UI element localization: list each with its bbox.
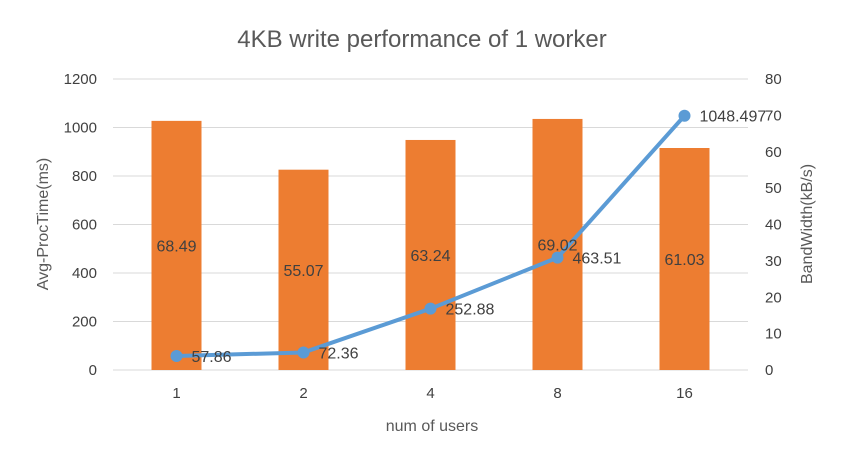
line-data-label: 57.86 <box>192 349 232 366</box>
left-axis-ticks: 0 200 400 600 800 1000 1200 <box>64 71 97 379</box>
x-axis-ticks: 1 2 4 8 16 <box>172 385 693 402</box>
line-data-label: 463.51 <box>573 251 622 268</box>
left-tick-label: 0 <box>89 362 97 379</box>
left-tick-label: 1000 <box>64 120 97 137</box>
right-axis-label: BandWidth(kB/s) <box>799 164 816 284</box>
chart-title: 4KB write performance of 1 worker <box>237 26 606 53</box>
right-axis-ticks: 0 10 20 30 40 50 60 70 80 <box>765 71 782 379</box>
left-tick-label: 400 <box>72 265 97 282</box>
right-tick-label: 0 <box>765 362 773 379</box>
right-tick-label: 10 <box>765 326 782 343</box>
line-point <box>424 302 437 315</box>
x-axis-label: num of users <box>386 418 478 435</box>
right-tick-label: 60 <box>765 144 782 161</box>
left-tick-label: 200 <box>72 314 97 331</box>
line-point <box>170 349 183 362</box>
line-point <box>297 346 310 359</box>
line-data-label: 1048.497 <box>700 109 767 126</box>
bar <box>151 120 202 371</box>
right-tick-label: 30 <box>765 253 782 270</box>
bar-data-label: 61.03 <box>664 252 704 269</box>
bar <box>405 139 456 370</box>
x-tick-label: 2 <box>299 385 307 402</box>
x-tick-label: 8 <box>553 385 561 402</box>
data-labels: 68.49 55.07 63.24 69.02 61.03 57.86 72.36 252.8… <box>156 109 766 366</box>
line-data-label: 72.36 <box>319 345 359 362</box>
bar <box>532 118 583 370</box>
line-data-label: 252.88 <box>446 302 495 319</box>
right-tick-label: 80 <box>765 71 782 88</box>
x-tick-label: 16 <box>676 385 693 402</box>
right-tick-label: 70 <box>765 107 782 124</box>
bar <box>659 148 710 370</box>
bar-data-label: 63.24 <box>410 248 450 265</box>
right-tick-label: 20 <box>765 289 782 306</box>
right-tick-label: 50 <box>765 180 782 197</box>
bar-series <box>151 118 710 371</box>
bar <box>278 169 329 370</box>
bar-data-label: 69.02 <box>537 237 577 254</box>
right-tick-label: 40 <box>765 217 782 234</box>
line-point <box>678 109 691 122</box>
x-tick-label: 1 <box>172 385 180 402</box>
bar-data-label: 55.07 <box>283 263 323 280</box>
x-tick-label: 4 <box>426 385 434 402</box>
left-axis-label: Avg-ProcTime(ms) <box>35 158 52 290</box>
left-tick-label: 600 <box>72 217 97 234</box>
bar-data-label: 68.49 <box>156 238 196 255</box>
line-series <box>170 109 691 362</box>
line-point <box>551 251 564 264</box>
left-tick-label: 800 <box>72 168 97 185</box>
left-tick-label: 1200 <box>64 71 97 88</box>
